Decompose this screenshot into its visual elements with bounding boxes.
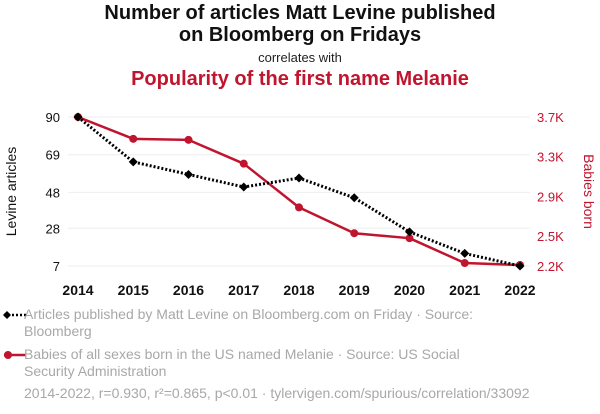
articles-data-point bbox=[349, 193, 359, 203]
babies-data-point bbox=[184, 135, 193, 144]
chart-subtitle: correlates with bbox=[258, 50, 342, 65]
left-tick-label: 69 bbox=[46, 148, 60, 163]
x-tick-label: 2015 bbox=[118, 282, 149, 298]
articles-data-point bbox=[239, 182, 249, 192]
chart-footer: 2014-2022, r=0.930, r²=0.865, p<0.01 · t… bbox=[24, 385, 530, 401]
babies-data-point bbox=[295, 203, 303, 212]
babies-data-point bbox=[350, 229, 359, 238]
right-tick-label: 3.7K bbox=[537, 110, 564, 125]
chart-title-secondary: Popularity of the first name Melanie bbox=[131, 68, 469, 90]
left-tick-label: 7 bbox=[53, 259, 60, 274]
articles-data-point bbox=[515, 261, 525, 271]
babies-data-point bbox=[405, 234, 414, 243]
babies-data-point bbox=[239, 159, 248, 168]
right-tick-label: 2.9K bbox=[537, 189, 564, 204]
left-tick-label: 48 bbox=[46, 185, 60, 200]
legend-marker-babies bbox=[4, 351, 26, 359]
legend-label-articles: Articles published by Matt Levine on Blo… bbox=[24, 306, 473, 339]
left-tick-label: 90 bbox=[46, 110, 60, 125]
articles-data-point bbox=[460, 248, 470, 258]
left-tick-label: 28 bbox=[46, 221, 60, 236]
right-tick-label: 3.3K bbox=[537, 150, 564, 165]
x-tick-label: 2018 bbox=[283, 282, 314, 298]
babies-data-point bbox=[460, 259, 469, 268]
x-tick-label: 2021 bbox=[449, 282, 480, 298]
x-tick-label: 2014 bbox=[62, 282, 93, 298]
x-tick-label: 2020 bbox=[394, 282, 425, 298]
articles-data-point bbox=[128, 157, 138, 167]
articles-data-point bbox=[405, 227, 414, 237]
articles-data-point bbox=[184, 169, 193, 179]
chart-title-line-1: Number of articles Matt Levine published bbox=[104, 2, 496, 24]
babies-data-point bbox=[129, 134, 138, 143]
x-tick-label: 2017 bbox=[228, 282, 259, 298]
legend-marker-articles bbox=[3, 311, 26, 319]
right-axis-title: Babies born bbox=[581, 154, 597, 229]
x-tick-label: 2016 bbox=[173, 282, 204, 298]
chart-title-line-2: on Bloomberg on Fridays bbox=[178, 24, 422, 46]
articles-data-point bbox=[73, 112, 83, 122]
articles-data-point bbox=[294, 173, 304, 183]
right-tick-label: 2.5K bbox=[537, 229, 564, 244]
left-axis-title: Levine articles bbox=[3, 147, 19, 237]
x-tick-label: 2019 bbox=[339, 282, 370, 298]
right-tick-label: 2.2K bbox=[537, 259, 564, 274]
x-tick-label: 2022 bbox=[504, 282, 535, 298]
babies-series-line bbox=[77, 115, 521, 267]
legend-label-babies: Babies of all sexes born in the US named… bbox=[24, 346, 460, 379]
chart-title: Number of articles Matt Levine published… bbox=[0, 2, 600, 46]
